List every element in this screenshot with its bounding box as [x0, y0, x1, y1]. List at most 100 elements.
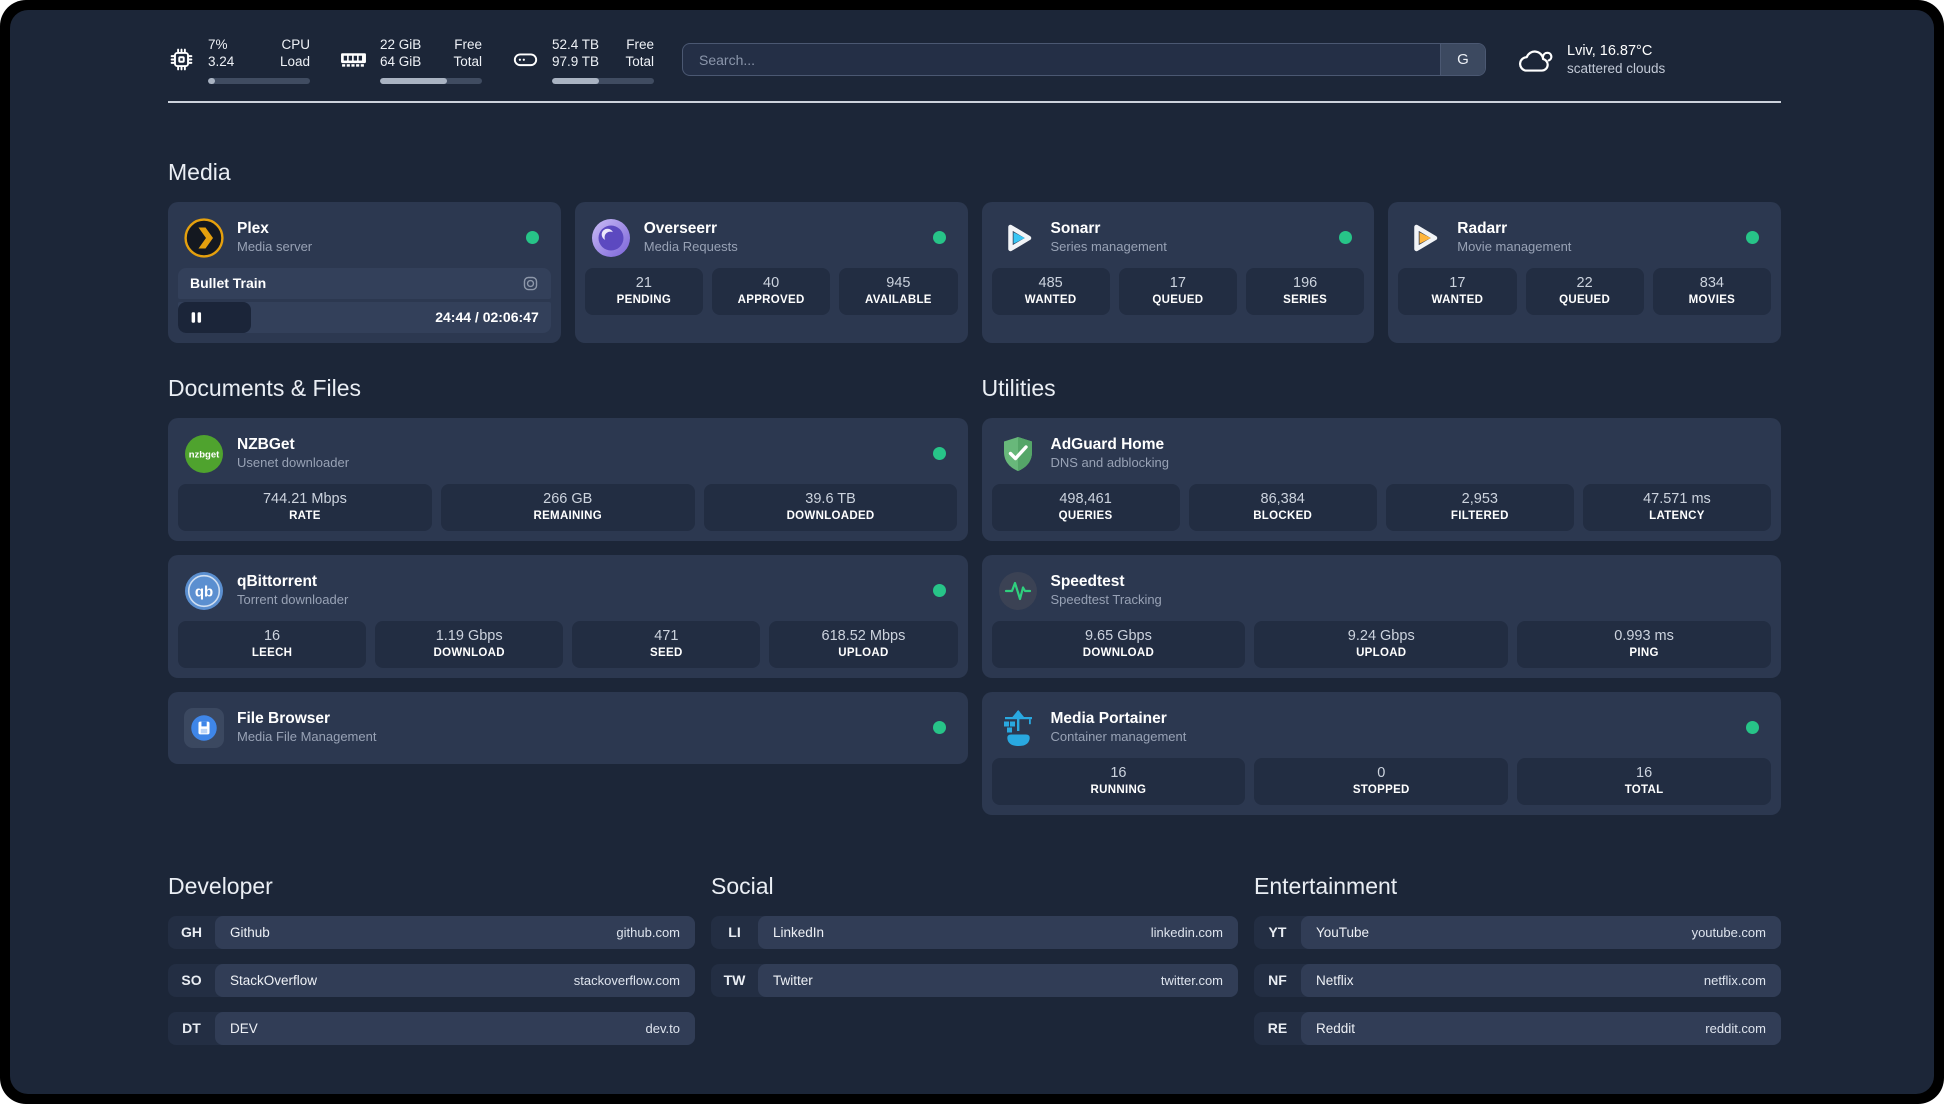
- stat-tile: 744.21 Mbps RATE: [178, 483, 432, 531]
- app-card-nzbget[interactable]: nzbget NZBGet Usenet downloader 744.21 M…: [168, 417, 968, 541]
- memory-labels: Free Total: [453, 36, 482, 71]
- stat-tile: 196 SERIES: [1246, 267, 1365, 315]
- stat-label: PING: [1629, 646, 1659, 659]
- bookmark-linkedin[interactable]: LI LinkedIn linkedin.com: [711, 915, 1238, 949]
- stat-tile: 834 MOVIES: [1652, 267, 1771, 315]
- search-engine-button[interactable]: G: [1440, 44, 1485, 76]
- stat-value: 17: [1169, 275, 1186, 292]
- bookmark-name: DEV: [230, 1020, 258, 1036]
- bookmark-dev[interactable]: DT DEV dev.to: [168, 1011, 695, 1045]
- stat-value: 86,384: [1260, 491, 1305, 508]
- weather-widget: Lviv, 16.87°C scattered clouds: [1516, 42, 1665, 78]
- stat-tile: 16 RUNNING: [991, 757, 1246, 805]
- stat-label: WANTED: [1431, 293, 1484, 306]
- total-label: Total: [625, 54, 654, 70]
- filebrowser-icon: [184, 707, 224, 748]
- storage-progress-bar: [552, 77, 654, 84]
- playback-progress-bar[interactable]: 24:44 / 02:06:47: [178, 301, 551, 333]
- stat-value: 834: [1699, 275, 1724, 292]
- stat-tile: 2,953 FILTERED: [1385, 483, 1574, 531]
- plex-icon: [184, 217, 224, 258]
- stat-value: 47.571 ms: [1643, 491, 1711, 508]
- playback-time: 24:44 / 02:06:47: [435, 309, 539, 326]
- memory-progress-bar: [380, 77, 482, 84]
- app-description: Media Requests: [643, 239, 738, 255]
- stat-label: UPLOAD: [838, 646, 889, 659]
- stat-label: DOWNLOAD: [1082, 646, 1155, 659]
- bookmark-twitter[interactable]: TW Twitter twitter.com: [711, 963, 1238, 997]
- memory-free-value: 22 GiB: [380, 37, 422, 52]
- bookmark-name: YouTube: [1316, 924, 1370, 940]
- memory-progress-fill: [380, 77, 448, 84]
- stat-value: 945: [886, 275, 911, 292]
- app-card-sonarr[interactable]: Sonarr Series management 485 WANTED 17 QUE…: [981, 201, 1375, 343]
- bookmark-name: Netflix: [1316, 972, 1354, 988]
- bookmark-netflix[interactable]: NF Netflix netflix.com: [1254, 963, 1781, 997]
- stat-tile: 498,461 QUERIES: [991, 483, 1180, 531]
- search-input[interactable]: [682, 43, 1486, 77]
- section-developer: Developer GH Github github.com SO StackOv…: [168, 873, 695, 1045]
- cpu-progress-bar: [208, 77, 310, 84]
- stat-tile: 0 STOPPED: [1254, 757, 1509, 805]
- stat-label: MOVIES: [1688, 293, 1736, 306]
- bookmark-url: reddit.com: [1705, 1020, 1766, 1036]
- stat-tile: 86,384 BLOCKED: [1188, 483, 1377, 531]
- stat-value: 9.65 Gbps: [1084, 628, 1152, 645]
- app-name: File Browser: [237, 710, 331, 728]
- app-name: Radarr: [1457, 220, 1508, 238]
- bookmark-stackoverflow[interactable]: SO StackOverflow stackoverflow.com: [168, 963, 695, 997]
- stat-tile: 266 GB REMAINING: [440, 483, 695, 531]
- search-bar[interactable]: G: [682, 43, 1486, 77]
- stat-value: 1.19 Gbps: [435, 628, 503, 645]
- bookmark-reddit[interactable]: RE Reddit reddit.com: [1254, 1011, 1781, 1045]
- cpu-values: 7% 3.24: [208, 36, 234, 71]
- playback-progress-fill: [178, 301, 251, 333]
- stat-label: APPROVED: [737, 293, 805, 306]
- status-dot: [932, 447, 946, 461]
- ram-icon: [340, 46, 367, 73]
- dashboard: 7% 3.24 CPU Load: [10, 10, 1934, 1094]
- stat-value: 16: [1110, 765, 1127, 782]
- system-stats: 7% 3.24 CPU Load: [168, 36, 654, 84]
- app-card-adguard[interactable]: AdGuard Home DNS and adblocking 498,461 Q…: [981, 417, 1781, 541]
- app-card-overseerr[interactable]: Overseerr Media Requests 21 PENDING 40 APP…: [574, 201, 968, 343]
- disk-icon: [512, 46, 539, 73]
- svg-text:qb: qb: [195, 583, 213, 600]
- stat-tile: 0.993 ms PING: [1517, 620, 1771, 668]
- sonarr-icon: [998, 218, 1038, 258]
- section-title-entertainment: Entertainment: [1254, 872, 1398, 899]
- stat-tile: 1.19 Gbps DOWNLOAD: [375, 620, 564, 668]
- stat-label: RUNNING: [1090, 783, 1147, 796]
- bookmark-url: twitter.com: [1160, 972, 1223, 988]
- app-card-filebrowser[interactable]: File Browser Media File Management: [168, 691, 968, 764]
- bookmark-abbr: TW: [723, 972, 746, 989]
- bookmark-name: Github: [230, 924, 270, 940]
- stat-label: PENDING: [616, 293, 672, 306]
- app-card-portainer[interactable]: Media Portainer Container management 16 R…: [981, 691, 1781, 815]
- app-description: Container management: [1050, 729, 1187, 745]
- section-title-utilities: Utilities: [981, 374, 1056, 401]
- stat-value: 40: [763, 275, 780, 292]
- bookmark-url: netflix.com: [1703, 972, 1766, 988]
- stat-tile: 40 APPROVED: [712, 267, 831, 315]
- stat-label: WANTED: [1024, 293, 1077, 306]
- stat-tile: 21 PENDING: [584, 267, 703, 315]
- section-documents: Documents & Files nzbget NZBGet Usenet d…: [168, 375, 968, 815]
- stat-label: DOWNLOADED: [786, 509, 875, 522]
- app-description: Media server: [237, 239, 313, 255]
- app-card-speedtest[interactable]: Speedtest Speedtest Tracking 9.65 Gbps DO…: [981, 554, 1781, 678]
- app-card-qbittorrent[interactable]: qb qBittorrent Torrent downloader 16 LEEC…: [168, 554, 968, 678]
- pause-icon[interactable]: [190, 311, 203, 324]
- app-card-plex[interactable]: Plex Media server Bullet Train: [168, 201, 561, 343]
- bookmark-github[interactable]: GH Github github.com: [168, 915, 695, 949]
- adguard-icon: [998, 434, 1038, 474]
- stat-tile: 618.52 Mbps UPLOAD: [769, 620, 958, 668]
- bookmark-name: Reddit: [1316, 1020, 1356, 1036]
- app-card-radarr[interactable]: Radarr Movie management 17 WANTED 22 QUEUE…: [1388, 201, 1781, 343]
- stat-value: 618.52 Mbps: [821, 628, 906, 645]
- bookmark-abbr: NF: [1268, 972, 1287, 989]
- app-name: Plex: [237, 220, 269, 238]
- portainer-icon: [998, 708, 1038, 748]
- bookmark-youtube[interactable]: YT YouTube youtube.com: [1254, 915, 1781, 949]
